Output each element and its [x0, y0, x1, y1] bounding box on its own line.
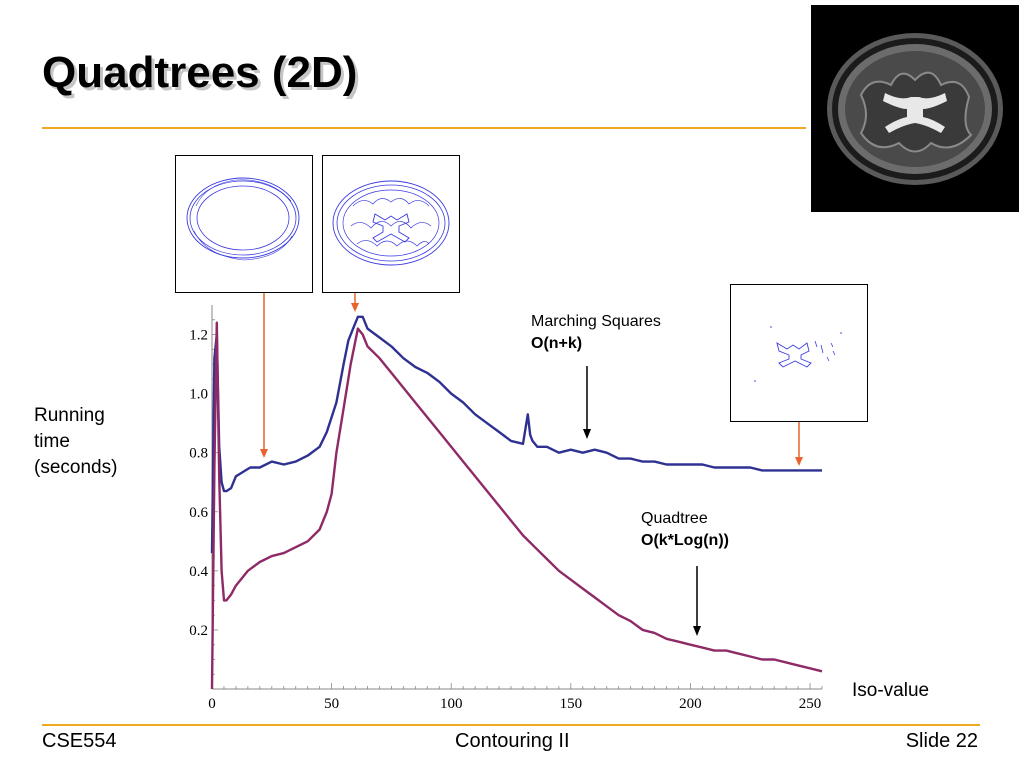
y-tick-label: 0.2	[189, 623, 208, 639]
footer-divider	[42, 724, 980, 726]
contour-outline-high	[754, 326, 842, 382]
footer-slide-number: Slide 22	[905, 730, 978, 752]
x-tick-label: 150	[560, 696, 583, 712]
marker-arrowhead-low	[260, 449, 268, 458]
y-axis-title-line-3: (seconds)	[34, 457, 118, 478]
y-tick-label: 0.4	[189, 564, 208, 580]
x-tick-label: 0	[208, 696, 216, 712]
footer-course: CSE554	[42, 730, 117, 752]
quadtree-label: Quadtree	[641, 510, 708, 527]
contour-thumbnail-mid	[322, 155, 460, 293]
quadtree-complexity: O(k*Log(n))	[641, 532, 729, 549]
contour-thumbnail-high	[730, 284, 868, 422]
x-axis-title: Iso-value	[852, 680, 930, 701]
y-tick-label: 0.6	[189, 505, 208, 521]
y-axis-title-line-2: time	[34, 431, 70, 452]
footer-topic: Contouring II	[455, 730, 570, 752]
contour-outline-mid	[332, 180, 450, 266]
y-tick-label: 1.0	[189, 387, 208, 403]
marching-squares-complexity: O(n+k)	[531, 335, 583, 352]
marching-squares-annotation: Marching Squares O(n+k)	[531, 311, 661, 355]
y-tick-label: 1.2	[189, 328, 208, 344]
y-tick-label: 0.8	[189, 446, 208, 462]
quadtree-arrowhead	[693, 626, 701, 636]
slide-title: Quadtrees (2D)	[42, 48, 358, 97]
y-axis-title: Running time (seconds)	[34, 403, 117, 481]
title-divider	[42, 127, 806, 129]
contour-outline-low	[186, 177, 300, 261]
x-tick-label: 250	[799, 696, 822, 712]
marching-squares-series-line	[210, 315, 822, 554]
marching-squares-label: Marching Squares	[531, 313, 661, 330]
marker-arrowhead-high	[795, 457, 803, 466]
x-tick-label: 100	[440, 696, 463, 712]
quadtree-annotation: Quadtree O(k*Log(n))	[641, 508, 729, 552]
quadtree-series-line	[210, 321, 823, 690]
marching-squares-arrowhead	[583, 429, 591, 439]
x-tick-label: 200	[679, 696, 702, 712]
x-tick-label: 50	[324, 696, 339, 712]
brain-mri-image	[811, 5, 1019, 212]
marker-arrowhead-mid	[351, 303, 359, 312]
contour-thumbnail-low	[175, 155, 313, 293]
y-axis-title-line-1: Running	[34, 405, 105, 426]
